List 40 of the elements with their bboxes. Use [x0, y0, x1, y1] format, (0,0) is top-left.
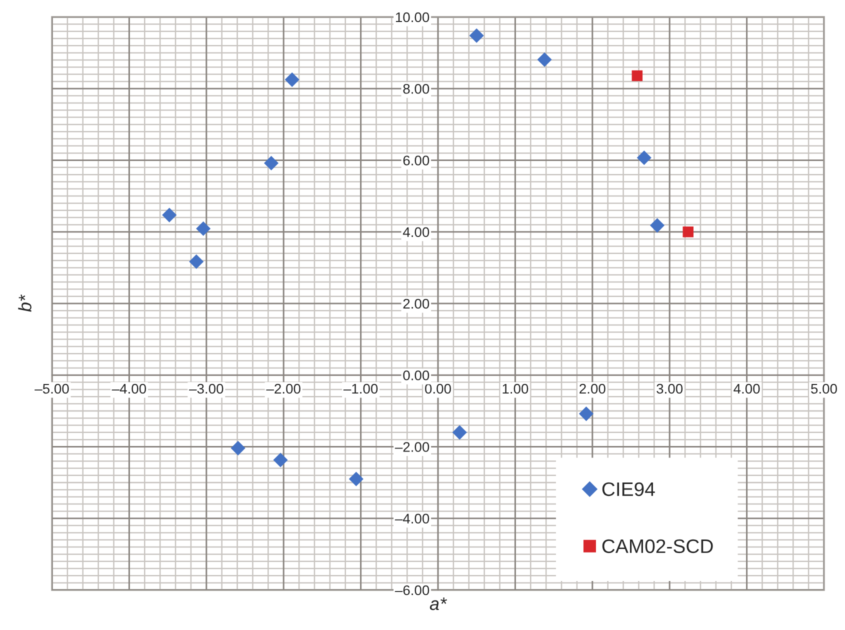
y-tick-label: 0.00	[403, 370, 430, 380]
x-tick-label: –4.00	[112, 384, 146, 394]
x-tick-label: 2.00	[580, 384, 606, 394]
point	[537, 52, 552, 67]
x-tick-label: 1.00	[502, 384, 528, 394]
point	[230, 440, 246, 456]
x-tick-label: 4.00	[734, 384, 760, 394]
x-tick-label: –5.00	[34, 384, 69, 394]
legend-label: CAM02-SCD	[602, 539, 713, 554]
point	[264, 156, 279, 170]
x-tick-label: 3.00	[656, 384, 683, 394]
y-axis-title: b*	[18, 294, 32, 312]
y-tick-label: –4.00	[394, 514, 430, 524]
point	[348, 472, 364, 486]
point	[196, 221, 211, 236]
point	[682, 226, 694, 238]
point	[469, 28, 484, 43]
x-tick-label: –1.00	[343, 384, 378, 394]
point	[162, 208, 177, 222]
y-tick-label: –6.00	[394, 585, 430, 596]
point	[452, 425, 467, 440]
x-axis-title: a*	[430, 598, 448, 610]
point	[284, 72, 300, 87]
point	[636, 150, 652, 166]
y-tick-label: 8.00	[403, 84, 430, 94]
y-tick-label: –2.00	[394, 442, 430, 452]
x-tick-label: –2.00	[266, 384, 300, 394]
y-tick-label: 2.00	[403, 298, 430, 309]
legend-label: CIE94	[602, 482, 655, 496]
x-tick-label: 0.00	[425, 384, 451, 394]
point	[578, 406, 594, 422]
x-tick-label: 5.00	[811, 384, 837, 394]
point	[632, 70, 643, 82]
y-tick-label: 6.00	[403, 156, 430, 166]
point	[650, 218, 665, 233]
point	[189, 254, 204, 269]
y-tick-label: 10.00	[396, 12, 430, 22]
x-tick-label: –3.00	[189, 384, 224, 394]
y-tick-label: 4.00	[402, 227, 430, 238]
point	[273, 452, 288, 468]
